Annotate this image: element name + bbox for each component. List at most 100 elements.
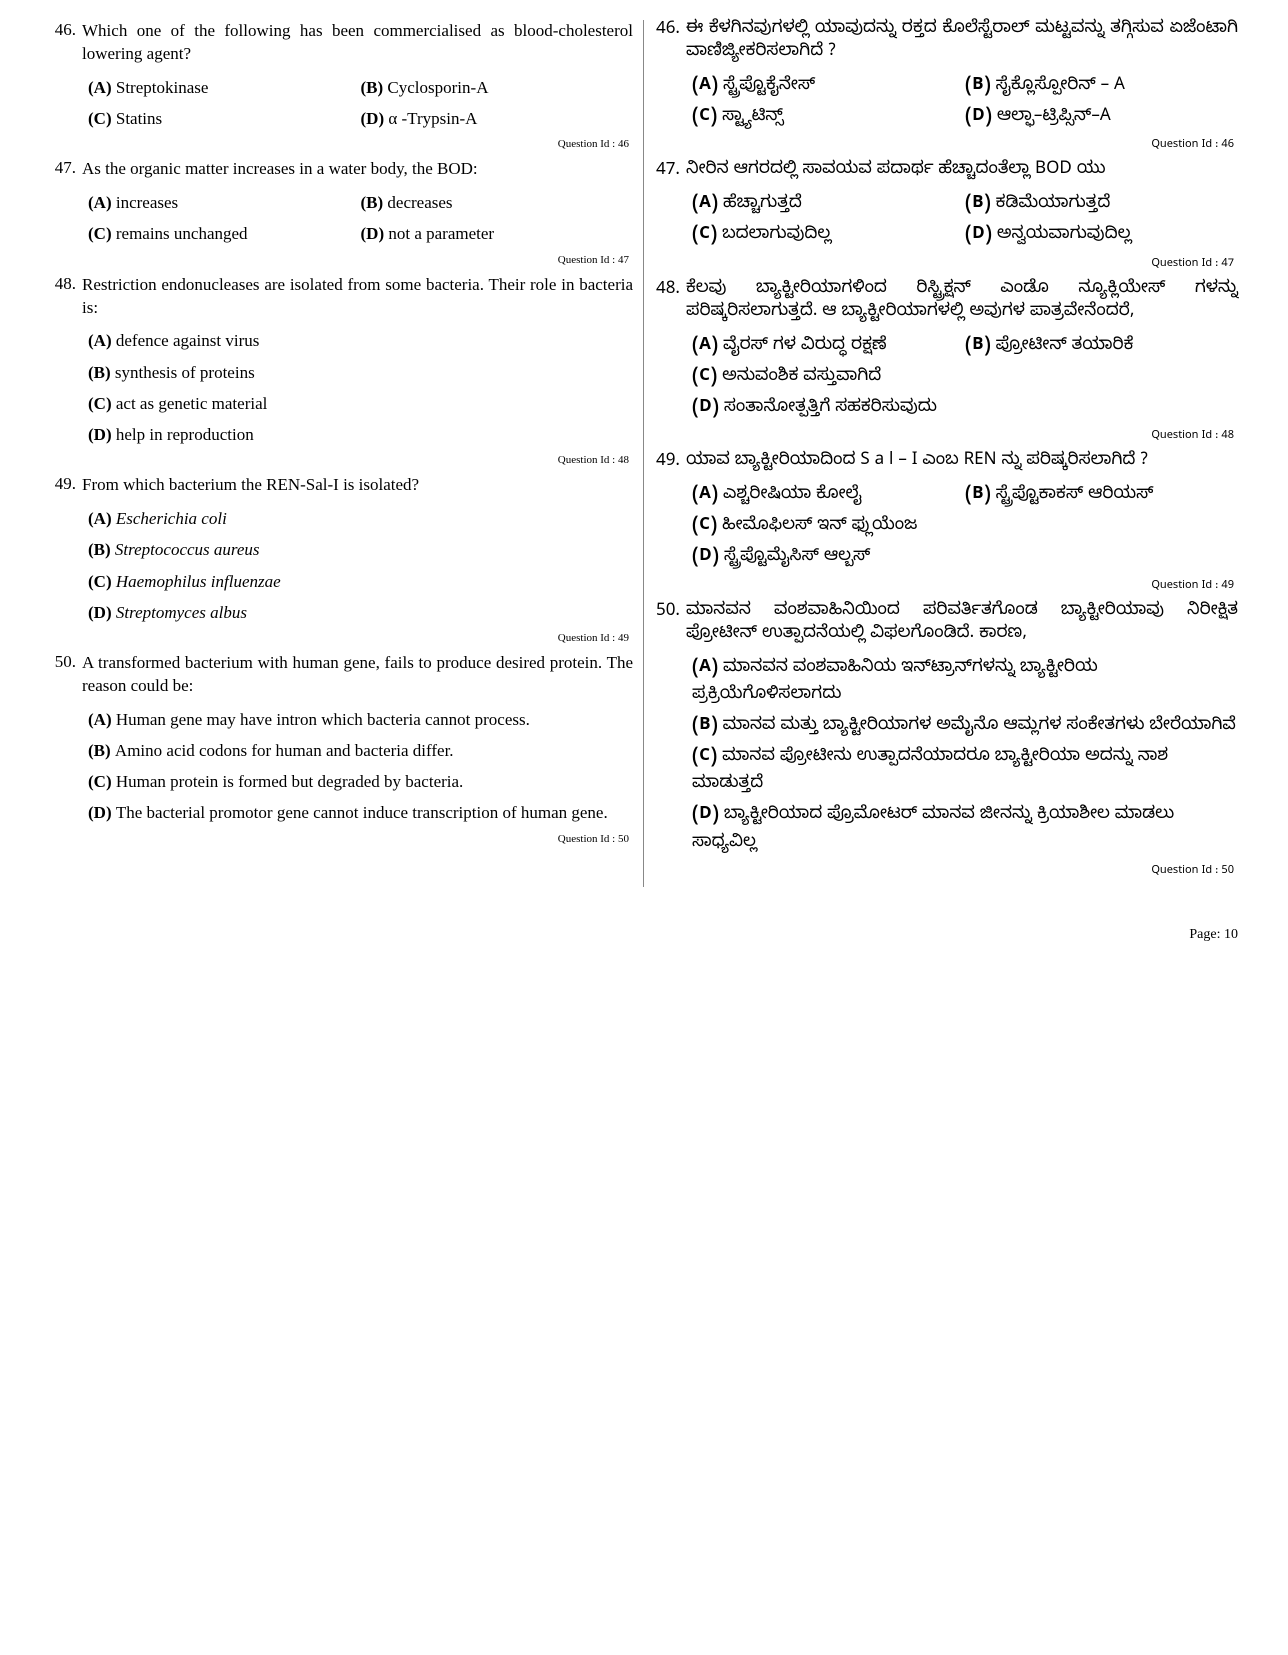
options-row: (A) ವೈರಸ್ ಗಳ ವಿರುದ್ಧ ರಕ್ಷಣೆ(B) ಪ್ರೋಟೀನ್ … — [692, 332, 1238, 363]
option-label: (C) — [88, 109, 116, 128]
question: 46.ಈ ಕೆಳಗಿನವುಗಳಲ್ಲಿ ಯಾವುದನ್ನು ರಕ್ತದ ಕೊಲೆ… — [654, 20, 1238, 153]
question-number: 46. — [654, 20, 686, 43]
question-id: Question Id : 50 — [50, 833, 633, 845]
option-text: ಮಾನವ ಮತ್ತು ಬ್ಯಾಕ್ಟೀರಿಯಾಗಳ ಅಮೈನೊ ಆಮ್ಲಗಳ ಸ… — [723, 716, 1236, 739]
option-label: (B) — [88, 540, 115, 559]
question-number: 48. — [654, 280, 686, 303]
question-number: 49. — [654, 452, 686, 475]
page-container: 46. Which one of the following has been c… — [40, 20, 1248, 887]
question-id: Question Id : 49 — [50, 632, 633, 644]
option-text: ಸಂತಾನೋತ್ಪತ್ತಿಗೆ ಸಹಕರಿಸುವುದು — [724, 398, 937, 421]
option-text: act as genetic material — [116, 394, 268, 413]
option-text: synthesis of proteins — [115, 363, 255, 382]
question: 48.ಕೆಲವು ಬ್ಯಾಕ್ಟೀರಿಯಾಗಳಿಂದ ರಿಸ್ಟ್ರಿಕ್ಷನ್… — [654, 280, 1238, 444]
question-header: 50.A transformed bacterium with human ge… — [50, 652, 633, 698]
question-header: 46.Which one of the following has been c… — [50, 20, 633, 66]
question-text: Which one of the following has been comm… — [82, 20, 633, 66]
option: (C) ಹೀಮೊಫಿಲಸ್ ಇನ್ ಫ್ಲುಯೆಂಜ — [692, 512, 1238, 543]
option-text: decreases — [387, 193, 452, 212]
option-text: ಹೆಚ್ಚಾಗುತ್ತದೆ — [723, 194, 802, 217]
option: (B) Amino acid codons for human and bact… — [88, 735, 633, 766]
question-id: Question Id : 47 — [654, 257, 1238, 272]
option-text: ಎಶ್ಚರೀಷಿಯಾ ಕೋಲೈ — [723, 485, 862, 508]
option: (A) ಎಶ್ಚರೀಷಿಯಾ ಕೋಲೈ — [692, 481, 965, 512]
option-text: ಬ್ಯಾಕ್ಟೀರಿಯಾದ ಪ್ರೊಮೋಟರ್ ಮಾನವ ಜೀನನ್ನು ಕ್ರ… — [692, 805, 1174, 855]
option: (C) ಸ್ಟ್ಯಾಟಿನ್ಸ್ — [692, 103, 965, 134]
question-number: 50. — [654, 602, 686, 625]
option-text: The bacterial promotor gene cannot induc… — [116, 803, 608, 822]
option-label: (A) — [88, 193, 116, 212]
question-number: 48. — [50, 274, 82, 294]
option-label: (B) — [965, 485, 996, 508]
option-text: Escherichia coli — [116, 509, 227, 528]
question: 48.Restriction endonucleases are isolate… — [50, 274, 633, 467]
option-label: (C) — [692, 747, 722, 770]
option-label: (A) — [88, 78, 116, 97]
option-text: ಸ್ಟ್ರೆಪ್ಟೊಮೈಸಿಸ್ ಆಲ್ಬಸ್ — [724, 547, 871, 570]
question: 46.Which one of the following has been c… — [50, 20, 633, 150]
question-text: ಯಾವ ಬ್ಯಾಕ್ಟೀರಿಯಾದಿಂದ S a l – I ಎಂಬ REN ನ… — [686, 452, 1238, 475]
options: (A) ಎಶ್ಚರೀಷಿಯಾ ಕೋಲೈ(B) ಸ್ಟ್ರೆಪ್ಟೊಕಾಕಸ್ ಆ… — [692, 481, 1238, 575]
option: (D) ಆಲ್ಫಾ–ಟ್ರಿಪ್ಸಿನ್–A — [965, 103, 1238, 134]
option-text: Streptococcus aureus — [115, 540, 260, 559]
options-row: (C) ಸ್ಟ್ಯಾಟಿನ್ಸ್(D) ಆಲ್ಫಾ–ಟ್ರಿಪ್ಸಿನ್–A — [692, 103, 1238, 134]
option-text: remains unchanged — [116, 224, 248, 243]
options: (A) increases(B) decreases(C) remains un… — [88, 187, 633, 249]
option: (D) ಬ್ಯಾಕ್ಟೀರಿಯಾದ ಪ್ರೊಮೋಟರ್ ಮಾನವ ಜೀನನ್ನು… — [692, 801, 1238, 859]
option-text: Human protein is formed but degraded by … — [116, 772, 463, 791]
option-text: help in reproduction — [116, 425, 254, 444]
option-text: Streptokinase — [116, 78, 209, 97]
question-text: As the organic matter increases in a wat… — [82, 158, 633, 181]
options: (A) ವೈರಸ್ ಗಳ ವಿರುದ್ಧ ರಕ್ಷಣೆ(B) ಪ್ರೋಟೀನ್ … — [692, 332, 1238, 426]
option: (A) ವೈರಸ್ ಗಳ ವಿರುದ್ಧ ರಕ್ಷಣೆ — [692, 332, 965, 363]
options: (A) ಮಾನವನ ವಂಶವಾಹಿನಿಯ ಇನ್‌ಟ್ರಾನ್‌ಗಳನ್ನು ಬ… — [692, 654, 1238, 860]
option: (B) ಕಡಿಮೆಯಾಗುತ್ತದೆ — [965, 190, 1238, 221]
option-label: (C) — [692, 516, 722, 539]
question-text: ಕೆಲವು ಬ್ಯಾಕ್ಟೀರಿಯಾಗಳಿಂದ ರಿಸ್ಟ್ರಿಕ್ಷನ್ ಎಂ… — [686, 280, 1238, 326]
option-text: ಮಾನವನ ವಂಶವಾಹಿನಿಯ ಇನ್‌ಟ್ರಾನ್‌ಗಳನ್ನು ಬ್ಯಾಕ… — [692, 658, 1098, 708]
right-column: 46.ಈ ಕೆಳಗಿನವುಗಳಲ್ಲಿ ಯಾವುದನ್ನು ರಕ್ತದ ಕೊಲೆ… — [644, 20, 1248, 887]
option: (A) ಸ್ಟ್ರೆಪ್ಟೊಕೈನೇಸ್ — [692, 72, 965, 103]
question-header: 48.Restriction endonucleases are isolate… — [50, 274, 633, 320]
option-label: (C) — [88, 224, 116, 243]
option-text: ಮಾನವ ಪ್ರೋಟೀನು ಉತ್ಪಾದನೆಯಾದರೂ ಬ್ಯಾಕ್ಟೀರಿಯಾ… — [692, 747, 1168, 797]
option-label: (C) — [692, 107, 722, 130]
option: (B) Cyclosporin-A — [361, 72, 634, 103]
option: (C) Human protein is formed but degraded… — [88, 766, 633, 797]
option: (C) act as genetic material — [88, 388, 633, 419]
option-label: (B) — [692, 716, 723, 739]
option-label: (B) — [361, 193, 388, 212]
option: (A) increases — [88, 187, 361, 218]
option-text: Statins — [116, 109, 162, 128]
option-text: increases — [116, 193, 178, 212]
question: 47.As the organic matter increases in a … — [50, 158, 633, 265]
option-label: (D) — [88, 603, 116, 622]
question-header: 49.From which bacterium the REN-Sal-I is… — [50, 474, 633, 497]
options-row: (C) remains unchanged(D) not a parameter — [88, 218, 633, 249]
option-text: ಬದಲಾಗುವುದಿಲ್ಲ — [722, 225, 831, 248]
question-number: 47. — [654, 161, 686, 184]
option-text: ಸ್ಟ್ರೆಪ್ಟೊಕಾಕಸ್ ಆರಿಯಸ್ — [996, 485, 1154, 508]
question-header: 46.ಈ ಕೆಳಗಿನವುಗಳಲ್ಲಿ ಯಾವುದನ್ನು ರಕ್ತದ ಕೊಲೆ… — [654, 20, 1238, 66]
option: (D) ಸಂತಾನೋತ್ಪತ್ತಿಗೆ ಸಹಕರಿಸುವುದು — [692, 394, 1238, 425]
option: (C) Haemophilus influenzae — [88, 566, 633, 597]
option-text: ಹೀಮೊಫಿಲಸ್ ಇನ್ ಫ್ಲುಯೆಂಜ — [722, 516, 917, 539]
option: (B) ಪ್ರೋಟೀನ್ ತಯಾರಿಕೆ — [965, 332, 1238, 363]
options-row: (A) ಸ್ಟ್ರೆಪ್ಟೊಕೈನೇಸ್(B) ಸೈಕ್ಲೊಸ್ಪೋರಿನ್ –… — [692, 72, 1238, 103]
option-label: (D) — [692, 805, 724, 828]
option: (B) ಸ್ಟ್ರೆಪ್ಟೊಕಾಕಸ್ ಆರಿಯಸ್ — [965, 481, 1238, 512]
option: (B) Streptococcus aureus — [88, 534, 633, 565]
options-row: (C) Statins(D) α -Trypsin-A — [88, 103, 633, 134]
option-text: not a parameter — [388, 224, 494, 243]
option-text: ಸ್ಟ್ಯಾಟಿನ್ಸ್ — [722, 107, 783, 130]
option-label: (B) — [361, 78, 388, 97]
question-text: ಮಾನವನ ವಂಶವಾಹಿನಿಯಿಂದ ಪರಿವರ್ತಿತಗೊಂಡ ಬ್ಯಾಕ್… — [686, 602, 1238, 648]
options-row: (A) ಹೆಚ್ಚಾಗುತ್ತದೆ(B) ಕಡಿಮೆಯಾಗುತ್ತದೆ — [692, 190, 1238, 221]
option-text: ಸ್ಟ್ರೆಪ್ಟೊಕೈನೇಸ್ — [723, 76, 815, 99]
question-id: Question Id : 50 — [654, 864, 1238, 879]
option: (B) synthesis of proteins — [88, 357, 633, 388]
option: (D) Streptomyces albus — [88, 597, 633, 628]
option: (D) help in reproduction — [88, 419, 633, 450]
question: 49.From which bacterium the REN-Sal-I is… — [50, 474, 633, 644]
option-label: (C) — [692, 367, 722, 390]
